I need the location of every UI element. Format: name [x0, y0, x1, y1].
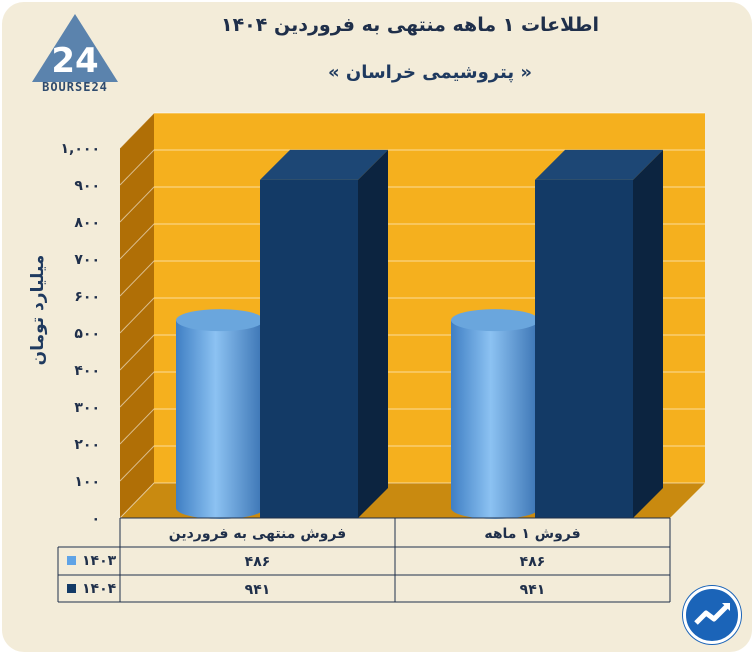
y-tick-label: ۹۰۰: [74, 178, 100, 194]
chart-subtitle: « پتروشیمی خراسان »: [327, 62, 533, 83]
y-tick-label: ۴۰۰: [74, 363, 100, 379]
data-label: ۹۴۱: [245, 582, 271, 598]
y-tick-label: ۱۰۰: [74, 474, 100, 490]
bourse24-logo: 24: [32, 14, 118, 82]
category-label: فروش منتهی به فروردین: [169, 526, 346, 542]
y-tick-label: ۱,۰۰۰: [61, 141, 101, 157]
logo-text: BOURSE24: [42, 80, 108, 94]
gridline: [119, 297, 705, 334]
bar-1403-top: [451, 309, 539, 332]
y-tick-label: ۲۰۰: [74, 437, 100, 453]
y-tick-label: ۶۰۰: [74, 289, 100, 305]
gridline: [119, 260, 705, 297]
bar-1404-top: [260, 149, 388, 180]
bar-1404: [535, 179, 633, 518]
trend-chart-icon[interactable]: [683, 586, 741, 644]
bar-1403: [451, 320, 539, 519]
data-label: ۹۴۱: [520, 582, 546, 598]
bar-1404-side: [633, 149, 663, 518]
y-tick-label: ۰: [91, 511, 100, 527]
chart-title: اطلاعات ۱ ماهه منتهی به فروردین ۱۴۰۴: [220, 14, 599, 36]
category-label: فروش ۱ ماهه: [484, 526, 580, 542]
gridline: [119, 149, 705, 186]
data-label: ۴۸۶: [520, 554, 546, 570]
y-tick-label: ۵۰۰: [74, 326, 100, 342]
bar-1404-side: [358, 149, 388, 518]
y-tick-label: ۷۰۰: [74, 252, 100, 268]
gridline: [119, 186, 705, 223]
bar-1404-top: [535, 149, 663, 180]
bar-1403-top: [176, 309, 264, 332]
gridline: [119, 112, 705, 149]
gridline: [119, 223, 705, 260]
data-label: ۴۸۶: [245, 554, 271, 570]
bar-1403: [176, 320, 264, 519]
y-tick-label: ۸۰۰: [74, 215, 100, 231]
bar-1404: [260, 179, 358, 518]
legend-swatch: [67, 556, 76, 565]
y-tick-label: ۳۰۰: [74, 400, 100, 416]
data-table: فروش منتهی به فروردین فروش ۱ ماهه ۱۴۰۳ ۴۸۶ ۴…: [57, 517, 671, 603]
svg-text:24: 24: [51, 41, 98, 81]
series-name: ۱۴۰۳: [82, 553, 117, 569]
legend-swatch: [67, 584, 76, 593]
series-name: ۱۴۰۴: [82, 581, 117, 597]
